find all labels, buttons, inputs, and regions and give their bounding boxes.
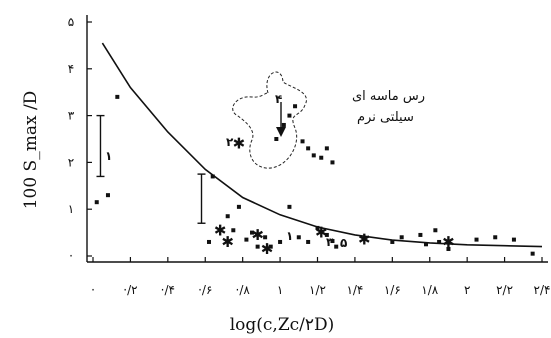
x-tick-label: ۱: [277, 283, 283, 297]
x-tick-label: ۱/۶: [384, 283, 401, 297]
data-point: [278, 239, 283, 244]
data-point: [330, 160, 335, 165]
error-bars: [96, 114, 206, 224]
y-tick-label: ۵: [68, 15, 74, 29]
data-point: [287, 204, 292, 209]
x-tick-label: ·/۸: [236, 283, 251, 297]
data-point: [474, 237, 479, 242]
data-point: [105, 193, 110, 198]
data-point: [390, 239, 395, 244]
marker-1: ۱: [105, 149, 112, 163]
star-point: ✱: [233, 135, 246, 153]
data-point: [424, 242, 429, 247]
data-point: [437, 239, 442, 244]
x-tick-label: ۲/۲: [496, 283, 513, 297]
x-tick-label: ·/۴: [161, 283, 175, 297]
cluster-arrow-head: [276, 127, 286, 137]
marker-3: ۳: [326, 235, 334, 249]
star-point: ✱: [315, 224, 328, 242]
data-point: [330, 239, 335, 244]
cluster-outline: [232, 71, 307, 169]
star-point: ✱: [358, 231, 371, 249]
data-point: [296, 235, 301, 240]
data-point: [94, 200, 99, 205]
y-tick-label: ·: [69, 249, 73, 263]
x-ticks: · ·/۲ ·/۴ ·/۶ ·/۸ ۱ ۱/۲ ۱/۴ ۱/۶ ۱/۸ ۲ ۲/۲ ۲/۴: [91, 257, 550, 297]
data-point: [319, 155, 324, 160]
star-point: ✱: [251, 226, 264, 244]
data-point: [244, 237, 249, 242]
annotation-text-2: سیلتی نرم: [357, 110, 414, 125]
data-point: [334, 244, 339, 249]
star-point: ✱: [442, 233, 455, 251]
y-tick-label: ۱: [68, 202, 74, 216]
marker-2: ۲: [226, 135, 234, 149]
data-point: [418, 232, 423, 237]
data-point: [433, 228, 438, 233]
star-markers: ✱✱✱ ✱ ✱ ✱ ✱✱: [214, 135, 455, 258]
data-point: [206, 239, 211, 244]
y-tick-label: ۲: [68, 155, 74, 169]
data-point: [287, 113, 292, 118]
x-tick-label: ·: [91, 283, 95, 297]
data-point: [231, 228, 236, 233]
data-point: [399, 235, 404, 240]
marker-4: ۴: [275, 92, 282, 106]
x-tick-label: ·/۶: [198, 283, 212, 297]
star-point: ✱: [261, 240, 274, 258]
x-tick-label: ۲: [464, 283, 470, 297]
data-point: [511, 237, 516, 242]
data-point: [281, 122, 286, 127]
data-point: [306, 146, 311, 151]
x-tick-label: ·/۲: [123, 283, 137, 297]
data-point: [311, 153, 316, 158]
data-point: [250, 230, 255, 235]
data-point: [530, 251, 535, 256]
data-point: [324, 232, 329, 237]
data-point: [274, 137, 279, 141]
data-point: [493, 235, 498, 240]
data-point: [306, 239, 311, 244]
data-point: [324, 146, 329, 151]
data-point: [210, 174, 215, 179]
data-point: [255, 244, 260, 249]
x-axis-label: log(c,Zс/۲D): [230, 315, 335, 335]
x-tick-label: ۲/۴: [534, 283, 551, 297]
marker-5: ۵: [340, 236, 347, 250]
data-points: [94, 94, 535, 256]
data-point: [263, 235, 268, 240]
fit-curve: [101, 42, 543, 248]
data-point: [446, 246, 451, 251]
star-point: ✱: [221, 233, 234, 251]
data-point: [268, 244, 273, 249]
data-point: [293, 104, 298, 109]
data-point: [300, 139, 305, 144]
data-point: [315, 225, 320, 230]
x-tick-label: ۱/۴: [346, 283, 363, 297]
y-axis-label: 100 S_max /D: [21, 91, 41, 210]
annotation-text: رس ماسه ای: [352, 89, 425, 104]
y-tick-label: ۴: [68, 62, 74, 76]
x-tick-label: ۱/۸: [421, 283, 438, 297]
y-tick-label: ۳: [68, 109, 75, 123]
data-point: [236, 204, 241, 209]
x-tick-label: ۱/۲: [309, 283, 326, 297]
star-point: ✱: [214, 221, 227, 239]
marker-1b: ۱: [286, 229, 293, 243]
data-point: [225, 214, 230, 219]
data-point: [115, 94, 120, 99]
y-ticks: · ۱ ۲ ۳ ۴ ۵: [68, 15, 92, 263]
